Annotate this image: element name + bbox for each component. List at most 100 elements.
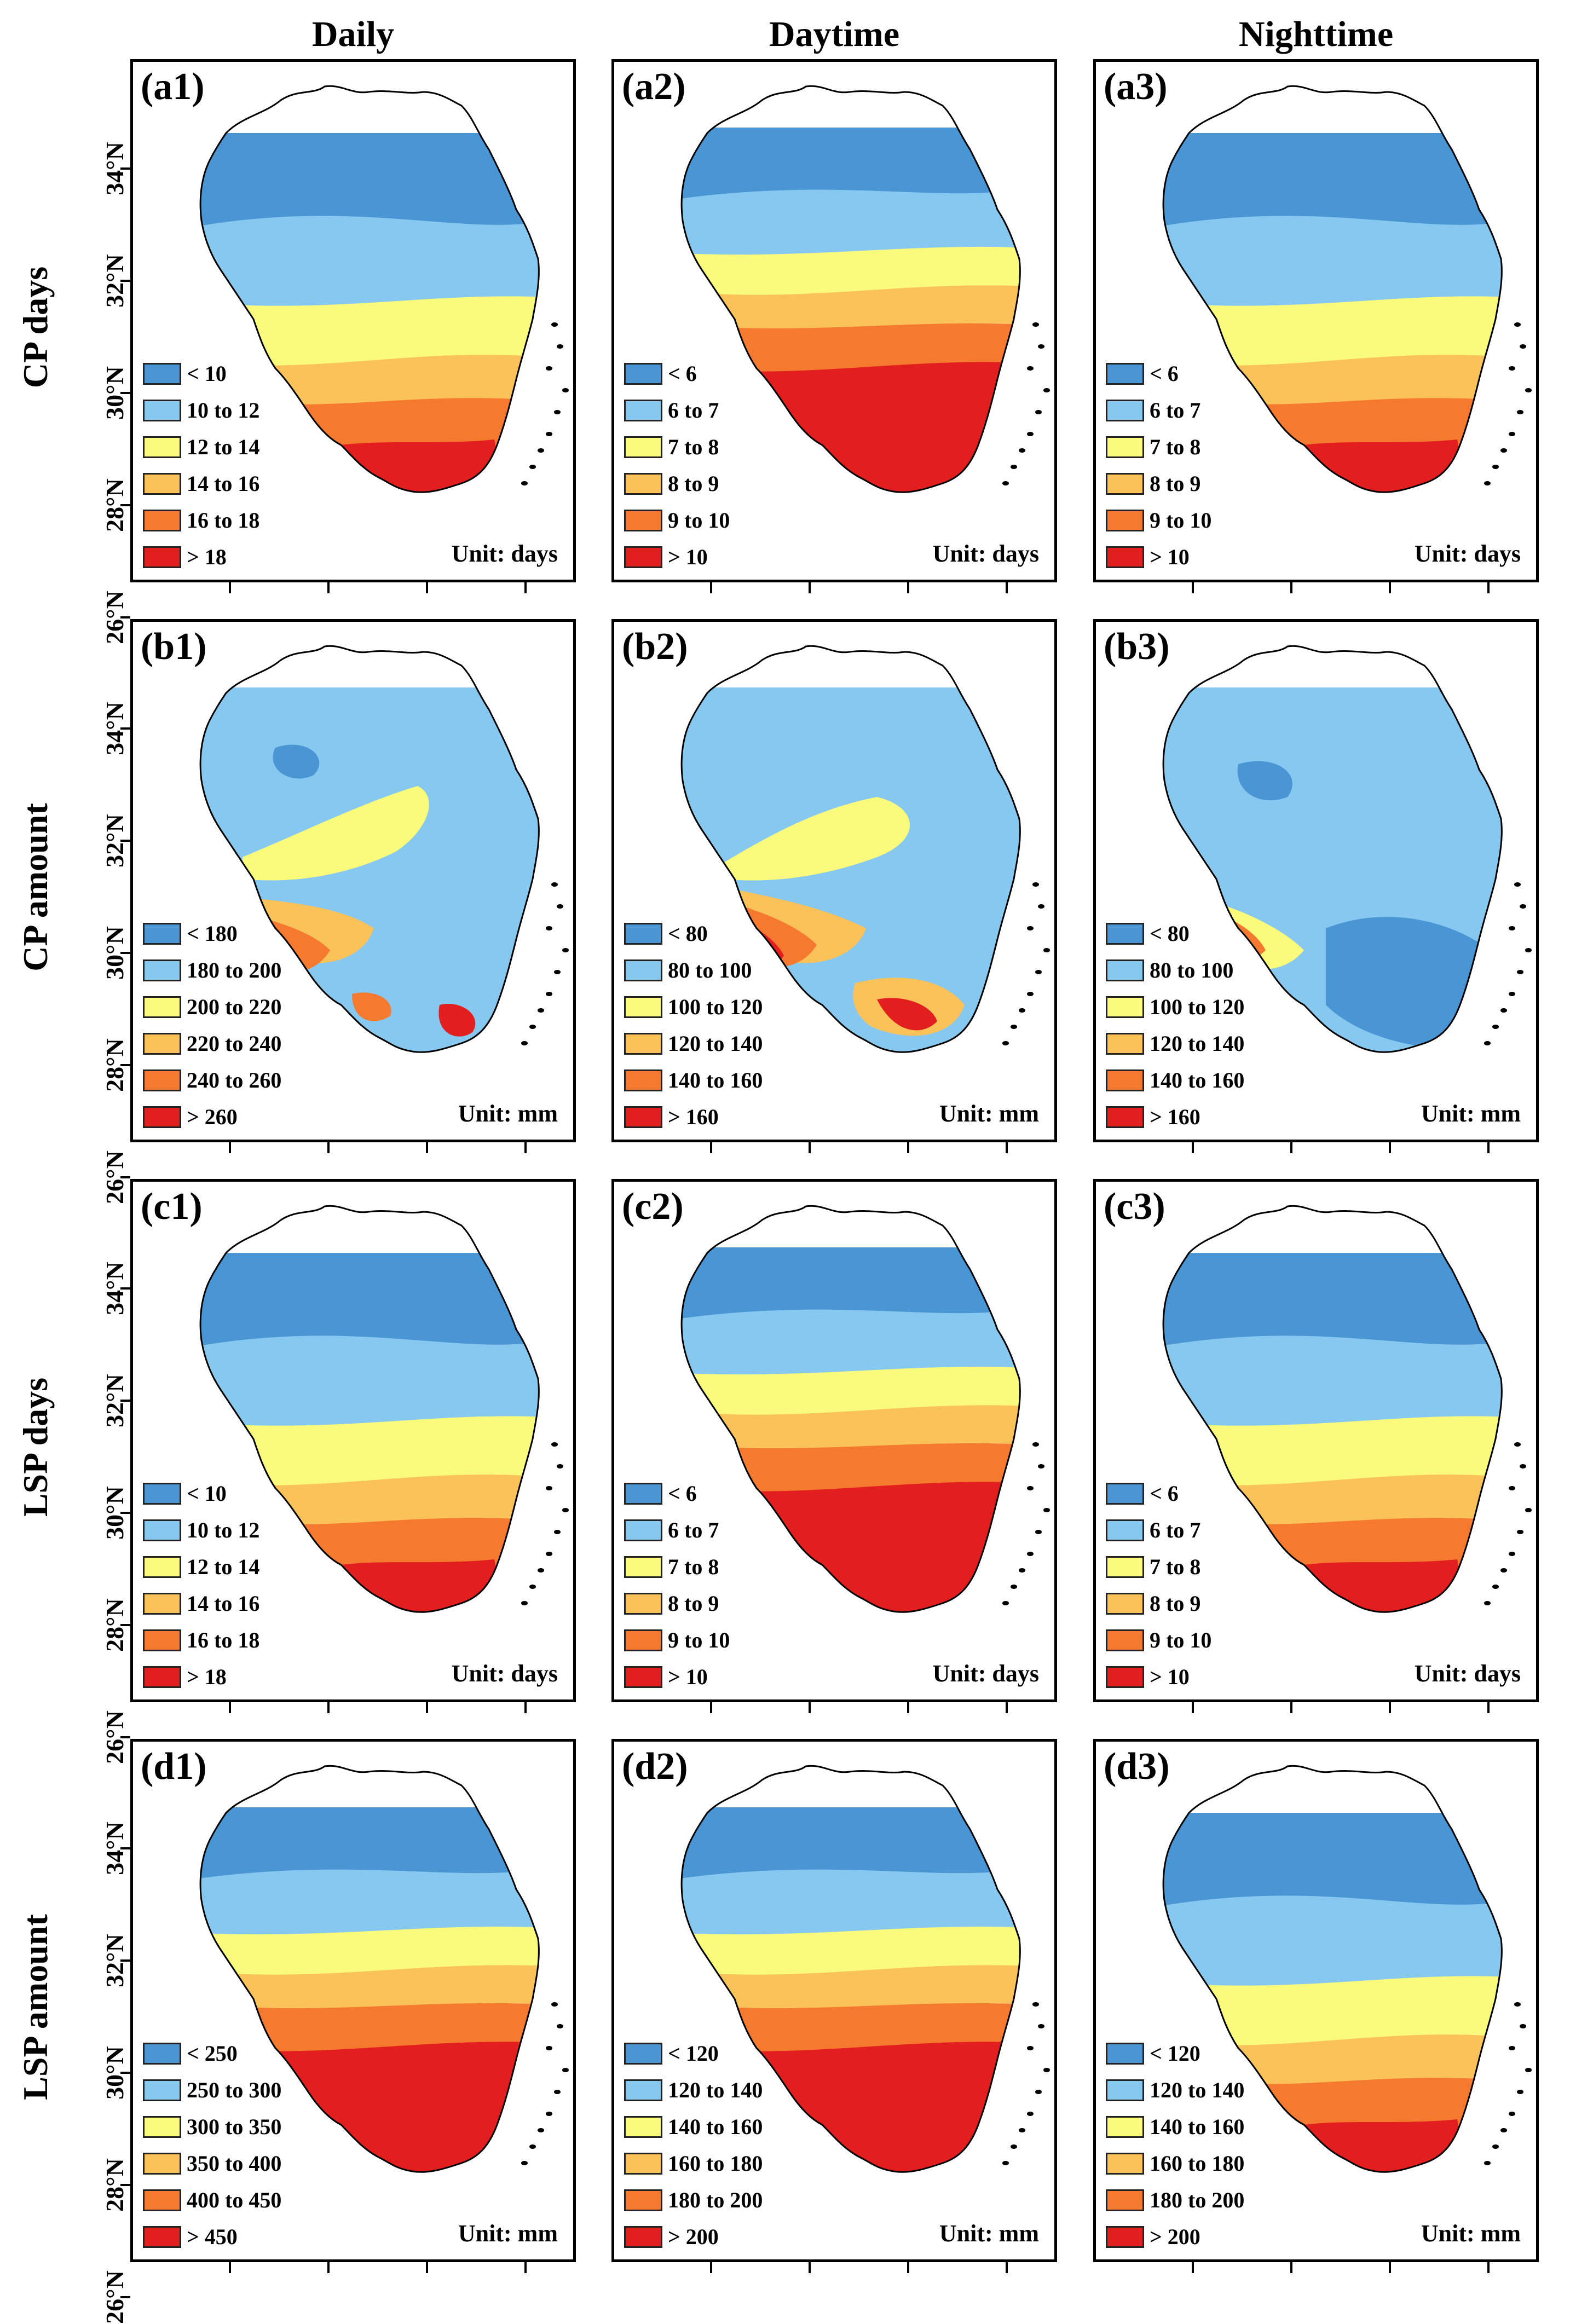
island — [562, 388, 569, 392]
legend-item: 120 to 140 — [1106, 1025, 1244, 1062]
latitude-tick-label: 32°N — [101, 1374, 129, 1427]
island — [1500, 1008, 1507, 1013]
island — [1517, 410, 1523, 414]
legend-item: 8 to 9 — [624, 1585, 730, 1622]
island — [1011, 2144, 1017, 2149]
island — [557, 1464, 563, 1469]
map — [680, 85, 1050, 493]
contour-region — [682, 1926, 1020, 1979]
longitude-tick — [809, 1702, 811, 1713]
tick-mark — [120, 167, 130, 170]
legend-item: 9 to 10 — [1106, 502, 1211, 539]
map-fill — [682, 1247, 1020, 1612]
map — [199, 1765, 569, 2173]
longitude-tick — [1487, 582, 1490, 593]
longitude-tick — [524, 1702, 527, 1713]
legend-swatch — [624, 1032, 662, 1055]
map — [1162, 1205, 1532, 1613]
island — [1509, 1486, 1515, 1490]
longitude-tick — [426, 582, 428, 593]
contour-region — [682, 1443, 1020, 1495]
legend-item: 140 to 160 — [624, 2108, 763, 2145]
legend-swatch — [143, 996, 181, 1018]
map-panel: (a2) < 6 6 to 7 7 to 8 8 to 9 9 to 10 > 10 Unit… — [611, 59, 1057, 582]
region-outline — [199, 645, 540, 1053]
legend-label: < 180 — [187, 921, 238, 946]
legend-label: 10 to 12 — [187, 1518, 260, 1542]
latitude-tick-label: 34°N — [101, 1262, 129, 1315]
legend-label: < 6 — [1150, 361, 1179, 386]
legend-swatch — [143, 1592, 181, 1615]
unit-label: Unit: mm — [458, 1100, 558, 1127]
legend-item: 14 to 16 — [143, 1585, 259, 1622]
legend-label: 12 to 14 — [187, 435, 260, 459]
legend-item: 80 to 100 — [624, 952, 763, 988]
longitude-tick — [1192, 2262, 1194, 2273]
legend-swatch — [143, 1556, 181, 1578]
panel-label: (c2) — [622, 1186, 684, 1228]
panel-label: (a3) — [1104, 66, 1168, 108]
legend-item: > 200 — [624, 2218, 763, 2255]
legend-swatch — [143, 1482, 181, 1505]
legend-label: 7 to 8 — [668, 1554, 719, 1579]
legend-label: < 120 — [1150, 2041, 1200, 2066]
legend: < 6 6 to 7 7 to 8 8 to 9 9 to 10 > 10 — [624, 355, 730, 575]
legend-swatch — [624, 509, 662, 531]
column-title: Daily — [311, 14, 395, 54]
island — [1500, 1568, 1507, 1573]
legend-label: 6 to 7 — [668, 398, 719, 423]
legend-label: < 6 — [1150, 1481, 1179, 1506]
latitude-tick-label: 32°N — [101, 254, 129, 308]
contour-region — [1163, 1336, 1502, 1431]
legend-label: 10 to 12 — [187, 398, 260, 423]
longitude-tick — [809, 582, 811, 593]
legend-swatch — [143, 472, 181, 495]
island — [546, 926, 552, 930]
legend-label: > 200 — [668, 2224, 719, 2249]
legend-label: 16 to 18 — [187, 508, 260, 533]
contour-region — [1163, 216, 1502, 311]
legend-label: < 6 — [668, 361, 697, 386]
island — [521, 1601, 528, 1605]
legend-swatch — [143, 2225, 181, 2248]
legend-label: 7 to 8 — [1150, 435, 1201, 459]
island — [1019, 448, 1025, 453]
island — [551, 322, 558, 327]
legend-swatch — [143, 959, 181, 981]
map-panel: (b3) < 80 80 to 100 100 to 120 120 to 140 140… — [1093, 619, 1539, 1142]
longitude-tick — [1192, 1142, 1194, 1153]
legend-item: < 10 — [143, 355, 259, 392]
longitude-tick — [1487, 2262, 1490, 2273]
map-panel: (d1) < 250 250 to 300 300 to 350 350 to 400 4… — [130, 1739, 576, 2262]
latitude-tick-label: 30°N — [101, 366, 129, 420]
contour-region — [1326, 917, 1490, 1050]
region-outline — [1162, 645, 1503, 1053]
legend-swatch — [1106, 1032, 1144, 1055]
contour-region — [682, 1868, 1020, 1940]
column-title: Daytime — [769, 14, 900, 54]
tick-mark — [120, 1959, 130, 1962]
row-title: CP days — [11, 59, 60, 596]
legend-swatch — [624, 362, 662, 385]
contour-region — [200, 296, 539, 371]
map — [1162, 645, 1532, 1053]
contour-region — [200, 216, 539, 311]
unit-label: Unit: days — [1414, 540, 1521, 567]
island — [1019, 1568, 1025, 1573]
legend-swatch — [143, 1069, 181, 1091]
island — [1525, 948, 1532, 952]
contour-region — [200, 1807, 539, 1884]
longitude-tick — [1006, 1142, 1008, 1153]
map — [199, 85, 569, 493]
island — [1002, 2161, 1009, 2165]
island — [538, 1008, 544, 1013]
island — [521, 1041, 528, 1045]
legend-item: 200 to 220 — [143, 988, 281, 1025]
legend-label: 400 to 450 — [187, 2188, 282, 2212]
tick-mark — [120, 392, 130, 394]
island — [1035, 1530, 1042, 1534]
island — [1520, 344, 1526, 349]
tick-mark — [120, 2072, 130, 2074]
longitude-tick — [710, 2262, 712, 2273]
legend-swatch — [624, 2079, 662, 2101]
